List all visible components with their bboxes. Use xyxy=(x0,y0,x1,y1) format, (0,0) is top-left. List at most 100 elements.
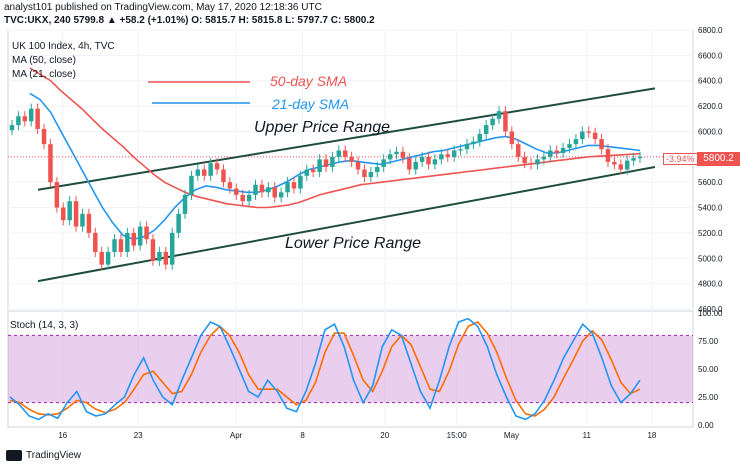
candle-body xyxy=(67,201,72,221)
candle-body xyxy=(413,161,418,170)
candle-body xyxy=(291,182,297,189)
tradingview-logo[interactable]: TradingView xyxy=(6,450,81,461)
candle-body xyxy=(407,158,412,170)
price-pane xyxy=(7,29,694,310)
candle-body xyxy=(105,251,111,265)
candle-body xyxy=(144,226,149,240)
candle-body xyxy=(330,156,335,167)
price-tick-label: 6600.0 xyxy=(698,51,723,60)
candle-body xyxy=(163,251,169,265)
candle-body xyxy=(131,232,136,246)
candle-body xyxy=(612,161,617,165)
candle-body xyxy=(394,151,399,155)
candle-body xyxy=(375,166,380,173)
candle-body xyxy=(503,111,508,132)
candle-body xyxy=(400,151,406,159)
candle-body xyxy=(298,175,303,189)
candle-body xyxy=(208,163,213,176)
sma21-annotation: 21-day SMA xyxy=(272,96,350,112)
last-price-badge: 5800.2 xyxy=(697,152,740,166)
candle-body xyxy=(445,154,450,157)
candle-body xyxy=(214,163,220,170)
candle-body xyxy=(496,111,502,119)
candle-body xyxy=(285,182,290,193)
candle-body xyxy=(182,194,188,214)
candle-body xyxy=(560,147,566,154)
stoch-legend: Stoch (14, 3, 3) xyxy=(10,320,79,331)
candle-body xyxy=(195,169,201,176)
candle-body xyxy=(157,251,162,261)
candle-body xyxy=(592,132,598,140)
candle-body xyxy=(86,213,92,233)
time-tick-label: 8 xyxy=(300,431,305,440)
price-tick-label: 6000.0 xyxy=(698,127,723,136)
candle-body xyxy=(9,125,15,131)
candle-body xyxy=(535,159,540,165)
candle-body xyxy=(35,108,40,129)
price-tick-label: 5400.0 xyxy=(698,204,723,213)
candle-body xyxy=(150,239,156,261)
candle-body xyxy=(253,184,258,195)
stoch-d-line xyxy=(9,321,641,417)
candle-body xyxy=(567,144,572,148)
price-tick-label: 4600.0 xyxy=(698,305,723,314)
candle-body xyxy=(637,156,643,159)
lower-range-annotation: Lower Price Range xyxy=(285,235,422,252)
stoch-tick-label: 25.00 xyxy=(698,393,719,402)
candle-body xyxy=(240,194,245,202)
publish-info: analyst101 published on TradingView.com,… xyxy=(4,2,322,13)
stoch-tick-label: 100.00 xyxy=(698,309,723,318)
candle-body xyxy=(381,159,386,167)
candle-body xyxy=(471,141,476,145)
upper-channel-line xyxy=(37,87,656,191)
candle-body xyxy=(355,161,361,170)
candle-body xyxy=(477,133,483,142)
stoch-tick-label: 50.00 xyxy=(698,365,719,374)
branding-text: TradingView xyxy=(26,450,82,461)
candle-body xyxy=(169,232,175,265)
candle-body xyxy=(176,213,181,233)
candle-body xyxy=(80,213,85,227)
candle-body xyxy=(48,144,53,183)
candle-body xyxy=(336,150,342,157)
price-tick-label: 6800.0 xyxy=(698,26,723,35)
candle-body xyxy=(259,184,265,193)
price-tick-label: 4800.0 xyxy=(698,280,723,289)
price-tick-label: 5200.0 xyxy=(698,229,723,238)
time-tick-label: 11 xyxy=(583,431,592,440)
time-tick-label: 16 xyxy=(58,431,67,440)
candle-body xyxy=(528,163,534,165)
stoch-tick-label: 0.00 xyxy=(698,421,714,430)
candle-body xyxy=(586,131,591,133)
candle-body xyxy=(580,131,585,140)
candle-body xyxy=(137,226,143,246)
candle-body xyxy=(73,201,79,227)
candle-body xyxy=(426,156,431,165)
candle-body xyxy=(349,156,354,162)
candle-body xyxy=(93,232,98,252)
candle-body xyxy=(28,108,34,122)
candle-body xyxy=(483,125,489,134)
candle-body xyxy=(41,128,47,145)
candle-body xyxy=(368,172,374,178)
candle-body xyxy=(599,139,604,150)
candle-body xyxy=(554,150,559,154)
candle-body xyxy=(323,159,329,167)
candle-body xyxy=(246,194,252,202)
stoch-k-line xyxy=(9,317,641,421)
candle-body xyxy=(99,251,104,265)
candle-body xyxy=(464,144,470,150)
candle-body xyxy=(112,239,117,252)
candle-body xyxy=(419,156,425,162)
candle-body xyxy=(61,207,66,221)
sma50-annotation: 50-day SMA xyxy=(270,73,348,89)
candle-body xyxy=(432,159,438,165)
time-tick-label: May xyxy=(504,431,519,440)
candle-body xyxy=(342,150,348,157)
candle-body xyxy=(618,164,624,170)
candle-body xyxy=(189,175,194,195)
price-tick-label: 5000.0 xyxy=(698,254,723,263)
time-tick-label: 20 xyxy=(380,431,389,440)
tradingview-icon xyxy=(6,450,22,461)
